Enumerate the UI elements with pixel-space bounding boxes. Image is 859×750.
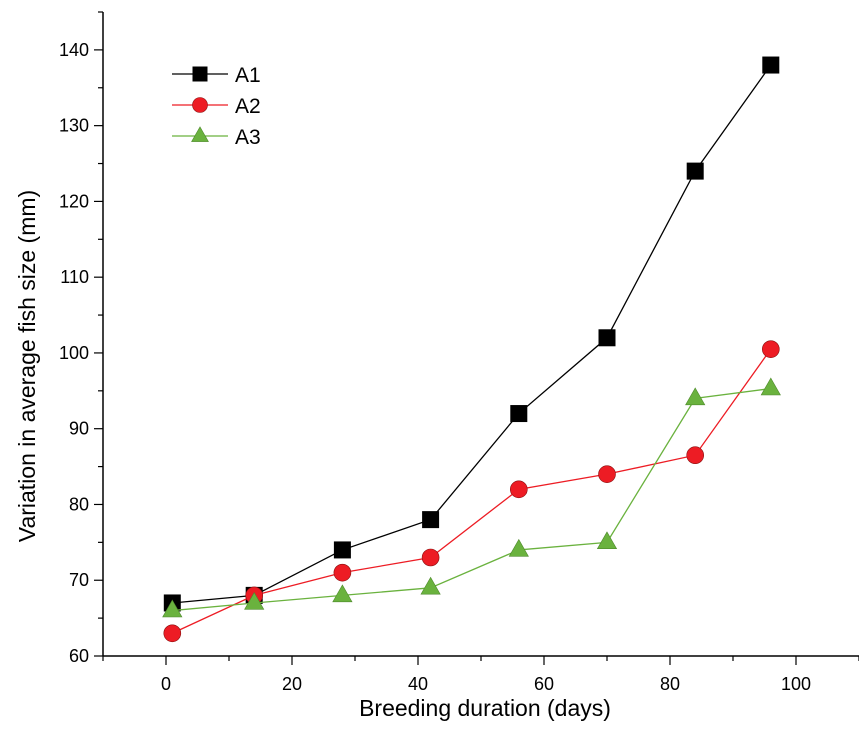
data-point-a1 (762, 56, 780, 74)
data-point-a1 (598, 329, 616, 347)
data-point-a3 (508, 538, 529, 557)
legend-marker (192, 66, 208, 82)
legend: A1 A2 A3 (172, 64, 261, 149)
legend-marker (192, 97, 208, 113)
data-point-a3 (162, 599, 183, 618)
data-point-a1 (333, 541, 351, 559)
data-point-a3 (685, 387, 706, 406)
legend-label: A2 (235, 95, 261, 118)
data-point-a1 (422, 511, 440, 529)
x-tick-label: 0 (161, 674, 171, 694)
x-axis-title: Breeding duration (days) (359, 695, 611, 721)
y-axis-title: Variation in average fish size (mm) (14, 190, 40, 542)
x-tick-label: 80 (660, 674, 680, 694)
legend-label: A1 (235, 64, 261, 87)
data-point-a1 (686, 162, 704, 180)
legend-item-a2: A2 (172, 95, 261, 118)
x-tick-label: 100 (781, 674, 811, 694)
data-point-a1 (510, 405, 528, 423)
data-point-a2 (421, 548, 440, 567)
x-tick-label: 40 (408, 674, 428, 694)
data-point-a2 (686, 446, 705, 465)
data-point-a3 (760, 377, 781, 396)
data-point-a2 (333, 563, 352, 582)
series-a3 (162, 377, 781, 618)
y-tick-label: 110 (60, 267, 89, 287)
axes (102, 12, 859, 657)
y-tick-label: 120 (59, 191, 89, 211)
x-tick-label: 60 (534, 674, 554, 694)
x-ticks: 0 20 40 60 80 100 (102, 656, 859, 694)
legend-item-a3: A3 (172, 126, 261, 149)
series-line-a2 (172, 348, 772, 634)
x-tick-label: 20 (282, 674, 302, 694)
legend-item-a1: A1 (172, 64, 261, 87)
data-point-a2 (598, 465, 616, 483)
series-line-a3 (172, 387, 771, 612)
data-point-a3 (596, 531, 618, 550)
series-line-a1 (172, 64, 772, 604)
y-ticks: 60 70 80 90 100 110 120 130 140 (59, 11, 103, 666)
y-tick-label: 90 (69, 419, 89, 439)
y-tick-label: 130 (59, 116, 89, 136)
y-tick-label: 100 (59, 343, 89, 363)
y-tick-label: 70 (69, 570, 89, 590)
data-point-a2 (163, 624, 182, 643)
y-tick-label: 80 (69, 494, 89, 514)
data-point-a3 (420, 576, 441, 595)
legend-label: A3 (235, 126, 261, 149)
y-tick-label: 140 (59, 40, 89, 60)
data-point-a2 (761, 340, 780, 358)
data-point-a2 (509, 480, 528, 499)
legend-marker (191, 126, 209, 142)
series-layer (162, 56, 781, 643)
y-tick-label: 60 (69, 646, 89, 666)
data-point-a3 (244, 591, 265, 610)
data-point-a3 (332, 584, 353, 603)
